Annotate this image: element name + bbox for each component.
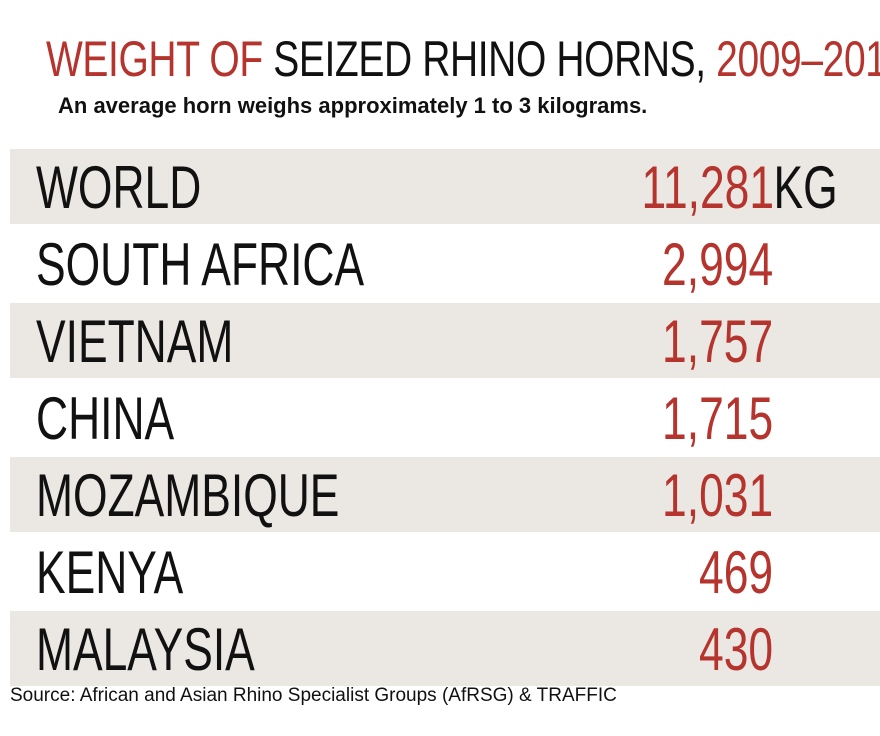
row-label: SOUTH AFRICA xyxy=(36,231,365,298)
row-label: VIETNAM xyxy=(36,308,234,375)
row-value: 469 xyxy=(698,539,773,606)
row-label: MOZAMBIQUE xyxy=(36,462,340,529)
title-part-years: 2009–2018 xyxy=(716,31,880,87)
row-label: MALAYSIA xyxy=(36,616,255,683)
row-value: 1,715 xyxy=(661,385,773,452)
unit-label: KG xyxy=(773,154,838,221)
table-row: SOUTH AFRICA 2,994 xyxy=(10,226,880,301)
chart-subtitle: An average horn weighs approximately 1 t… xyxy=(58,93,648,118)
table-row: CHINA 1,715 xyxy=(10,380,880,455)
table-row: WORLD 11,281 KG xyxy=(10,149,880,224)
chart-title: WEIGHT OF SEIZED RHINO HORNS, 2009–2018 xyxy=(46,31,880,87)
row-value: 1,757 xyxy=(661,308,773,375)
row-label: CHINA xyxy=(36,385,175,452)
row-value: 1,031 xyxy=(661,462,773,529)
table-row: KENYA 469 xyxy=(10,534,880,609)
row-label: KENYA xyxy=(36,539,184,606)
row-value: 11,281 xyxy=(641,154,774,221)
row-value: 430 xyxy=(698,616,773,683)
source-note: Source: African and Asian Rhino Speciali… xyxy=(10,685,617,706)
table-row: MOZAMBIQUE 1,031 xyxy=(10,457,880,532)
row-value: 2,994 xyxy=(661,231,773,298)
title-part-seized-rhino-horns: SEIZED RHINO HORNS, xyxy=(273,31,706,87)
table-row: MALAYSIA 430 xyxy=(10,611,880,686)
title-part-weight-of: WEIGHT OF xyxy=(46,31,263,87)
table-row: VIETNAM 1,757 xyxy=(10,303,880,378)
data-table: WORLD 11,281 KG SOUTH AFRICA 2,994 VIETNAM 1,7… xyxy=(10,149,880,688)
row-label: WORLD xyxy=(36,154,202,221)
